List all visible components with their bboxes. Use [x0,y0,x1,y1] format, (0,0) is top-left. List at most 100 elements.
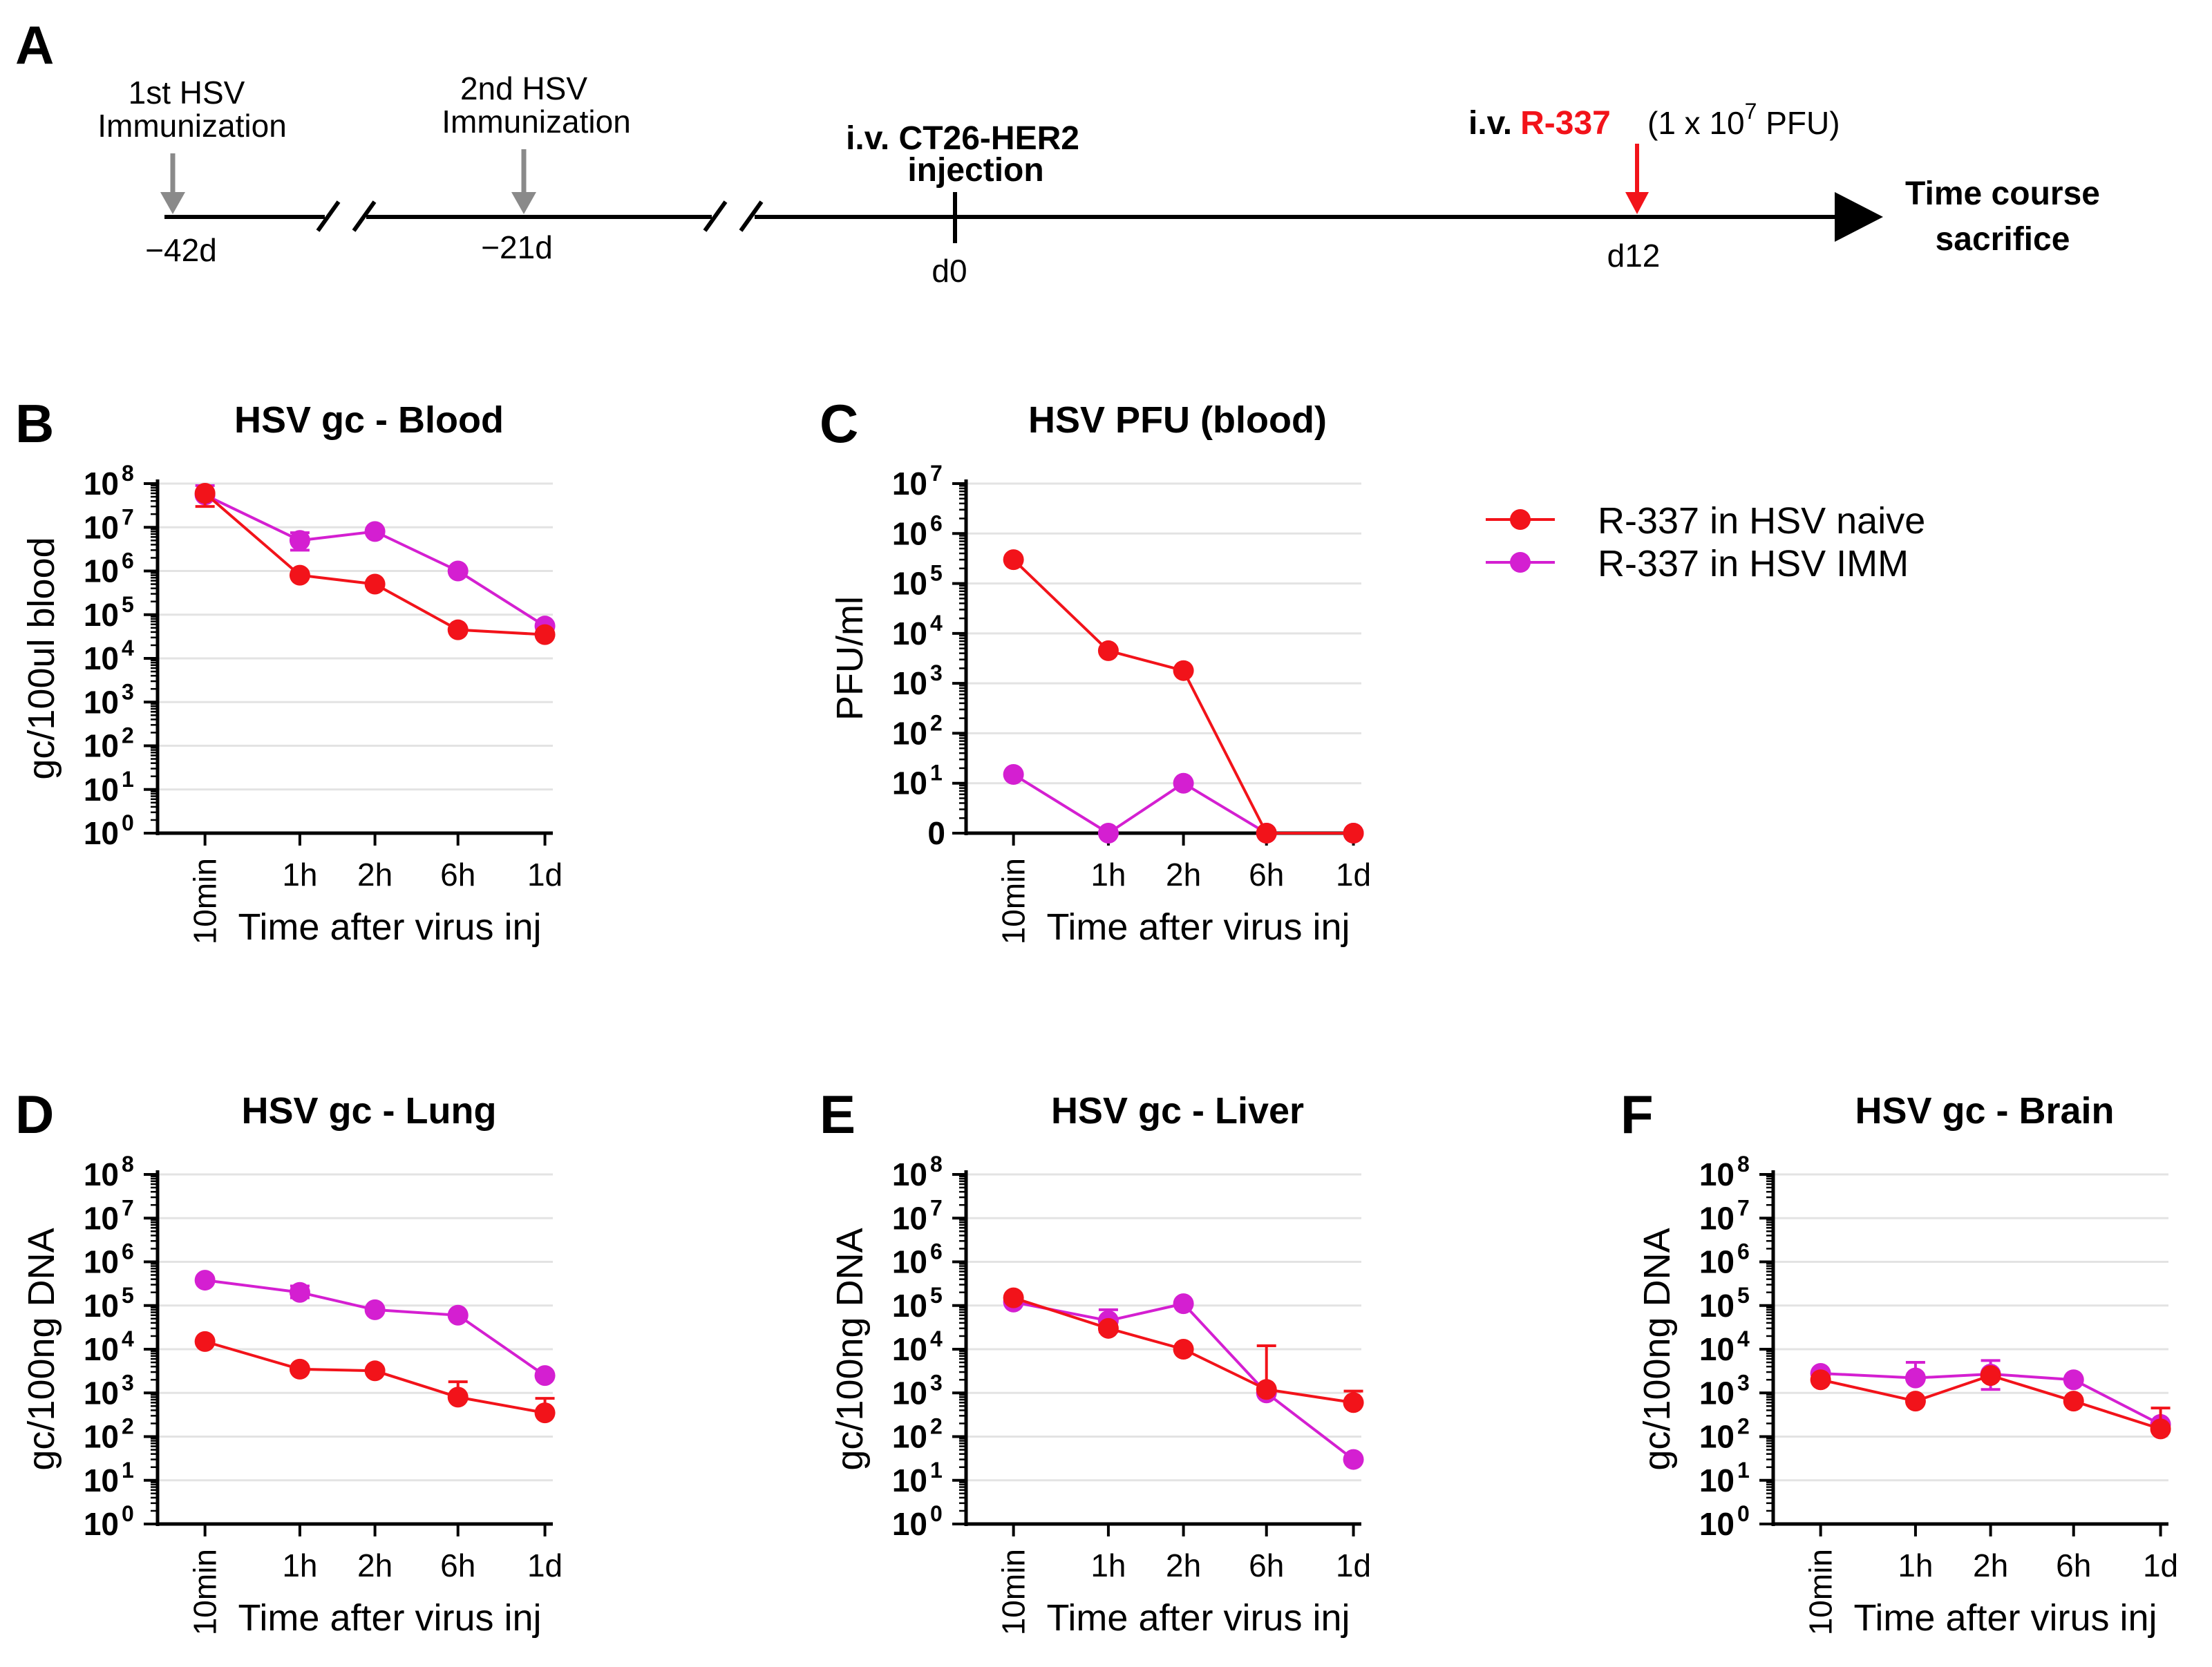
y-tick-exponent: 7 [930,1195,943,1220]
x-axis-label: Time after virus inj [1046,1597,1350,1639]
data-point-naive [447,619,469,640]
x-tick-label: 2h [357,1547,393,1583]
y-tick-label: 10 [84,553,119,589]
x-tick-label: 2h [1166,857,1201,893]
virus-dose: (1 x 107 PFU) [1647,99,1840,141]
y-tick-label: 10 [892,1200,927,1236]
data-point-naive [1173,660,1194,681]
virus-label: i.v. R-337 [1468,105,1611,142]
data-point-naive [1343,823,1364,844]
data-point-naive [534,624,556,645]
y-tick-exponent: 4 [122,636,134,660]
y-tick-label: 10 [84,1244,119,1280]
y-tick-exponent: 2 [930,710,943,735]
y-tick-label: 10 [1699,1288,1734,1324]
y-tick-label: 10 [1699,1200,1734,1236]
y-tick-exponent: 5 [1737,1283,1750,1308]
x-tick-label: 1d [1336,1547,1371,1583]
y-tick-exponent: 6 [930,511,943,535]
y-tick-label: 10 [84,1375,119,1411]
y-axis-label: gc/100ng DNA [1636,1228,1678,1470]
y-tick-exponent: 3 [930,660,943,685]
x-tick-label: 6h [1249,857,1284,893]
data-point-imm [1097,823,1119,844]
virus-arrowhead [1625,192,1649,214]
event-2-day: −21d [481,229,553,265]
panel-c-label: C [820,393,858,454]
x-tick-label: 2h [357,857,393,893]
y-tick-label: 10 [84,1331,119,1367]
virus-dose-exp: 7 [1745,99,1757,124]
y-tick-label: 10 [892,515,927,551]
x-tick-label: 1h [1090,857,1126,893]
panel-a-label: A [15,15,54,75]
data-point-imm [447,560,469,582]
y-tick-exponent: 2 [122,1414,134,1439]
y-tick-label: 10 [1699,1375,1734,1411]
chart-title: HSV gc - Brain [1855,1090,2114,1132]
panel-a-timeline: A 1st HSV Immunization −42d 2nd HSV Immu… [15,15,2100,289]
y-tick-exponent: 1 [1737,1458,1750,1483]
y-tick-label: 10 [892,466,927,502]
y-tick-label: 10 [84,684,119,720]
chart-title: HSV gc - Liver [1051,1090,1304,1132]
y-tick-label: 10 [1699,1419,1734,1455]
legend-naive-label: R-337 in HSV naive [1598,500,1925,542]
axis-break-mark [739,200,764,232]
y-tick-label: 10 [84,1419,119,1455]
y-tick-label: 10 [1699,1463,1734,1498]
y-tick-label: 10 [892,1288,927,1324]
y-axis-label: gc/100ng DNA [829,1228,871,1470]
y-tick-exponent: 5 [122,1283,134,1308]
y-tick-exponent: 3 [930,1370,943,1395]
y-tick-label: 10 [892,1506,927,1542]
y-tick-exponent: 3 [1737,1370,1750,1395]
panel-d-label: D [15,1084,54,1145]
x-tick-label: 1d [527,857,563,893]
y-tick-exponent: 6 [1737,1239,1750,1264]
data-point-naive [289,1358,310,1380]
y-tick-exponent: 3 [122,1370,134,1395]
event-2-arrowhead [511,192,536,214]
x-tick-label: 6h [2056,1547,2091,1583]
data-point-naive [364,1360,386,1382]
y-axis-label: gc/100ng DNA [21,1228,62,1470]
y-tick-exponent: 7 [1737,1195,1750,1220]
y-tick-label: 0 [927,815,945,851]
end-label-1: Time course [1905,175,2100,212]
x-axis-label: Time after virus inj [238,1597,541,1639]
y-tick-exponent: 0 [122,1501,134,1526]
x-tick-label: 6h [440,857,475,893]
data-point-naive [534,1402,556,1424]
data-point-naive [1003,549,1024,571]
y-tick-label: 10 [892,1331,927,1367]
timeline-arrowhead [1835,192,1883,242]
data-point-naive [194,483,216,504]
y-tick-label: 10 [1699,1156,1734,1192]
event-1-day: −42d [145,232,217,268]
y-tick-label: 10 [84,640,119,676]
x-tick-label: 6h [1249,1547,1284,1583]
y-tick-exponent: 4 [930,611,943,636]
legend-naive-marker [1510,509,1531,530]
y-tick-exponent: 4 [1737,1326,1750,1351]
end-label-2: sacrifice [1936,221,2070,258]
legend-imm-marker [1510,552,1531,573]
y-tick-label: 10 [84,597,119,633]
x-tick-label: 1h [1090,1547,1126,1583]
x-tick-label: 10min [1803,1549,1839,1635]
data-point-naive [1256,1379,1277,1400]
panel-e-label: E [820,1084,856,1145]
y-tick-label: 10 [892,1244,927,1280]
event-1-line1: 1st HSV [129,75,245,111]
virus-dose-post: PFU) [1757,105,1840,141]
x-tick-label: 2h [1973,1547,2008,1583]
y-tick-label: 10 [1699,1244,1734,1280]
data-point-imm [364,1299,386,1320]
series-line-imm [204,493,546,627]
x-tick-label: 1h [1898,1547,1933,1583]
y-tick-exponent: 7 [930,461,943,486]
event-3-line1: i.v. CT26-HER2 [846,120,1079,157]
